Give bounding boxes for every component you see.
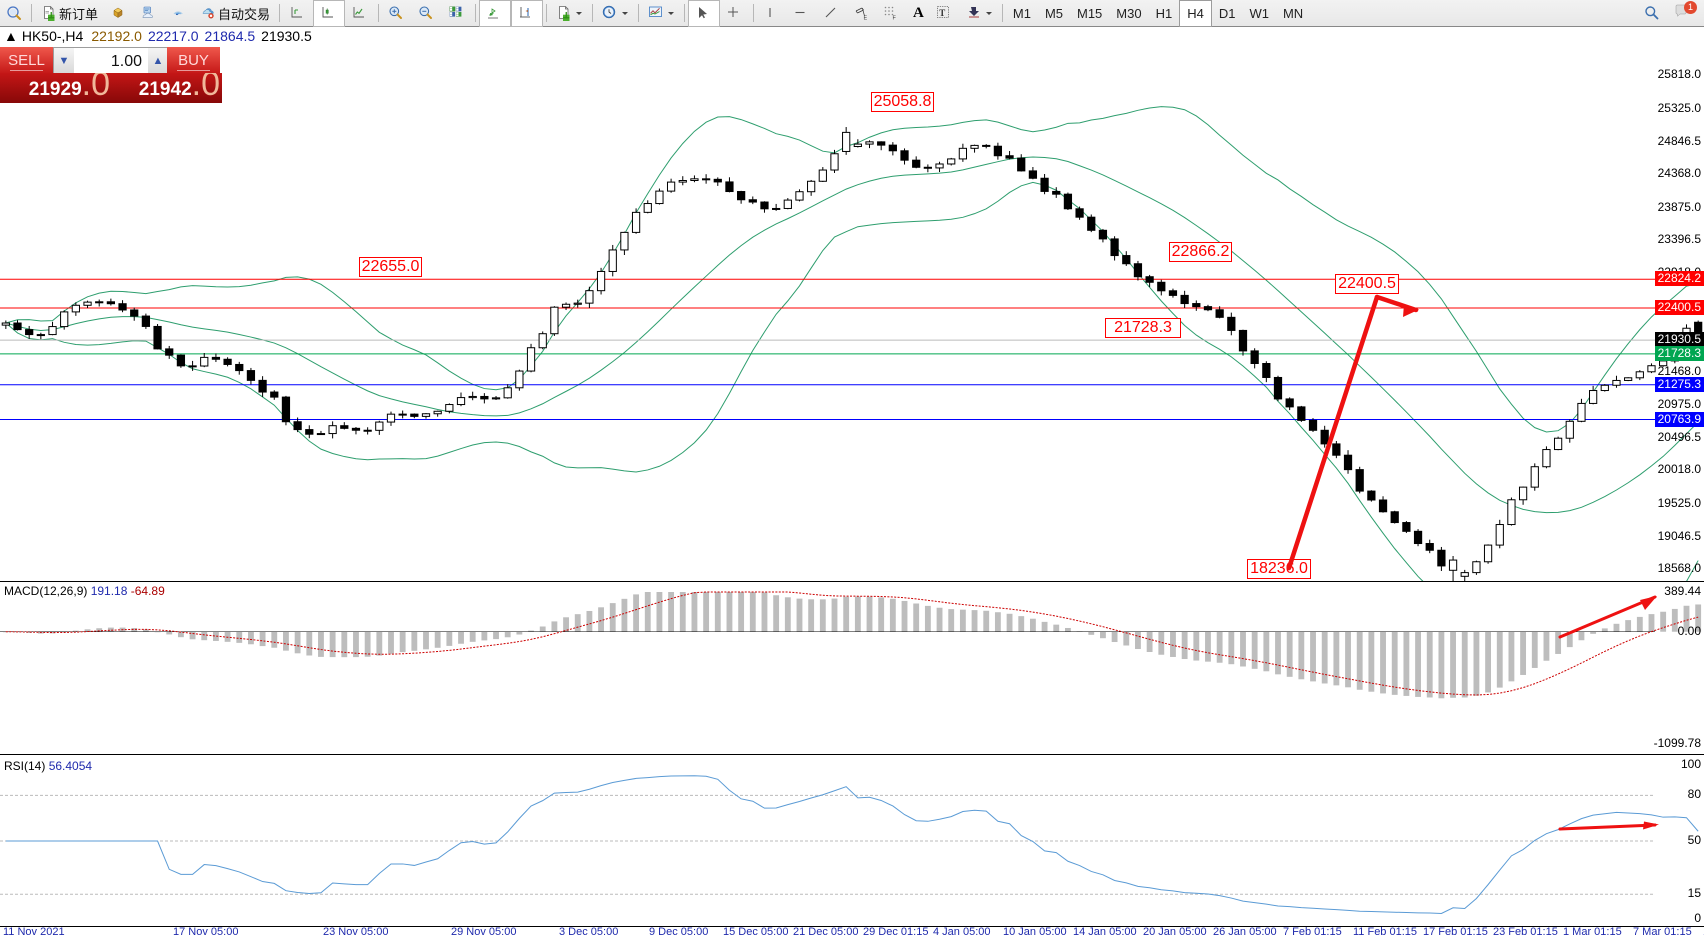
svg-text:E: E [864, 16, 868, 22]
svg-text:T: T [939, 8, 945, 18]
svg-text:F: F [893, 16, 897, 22]
